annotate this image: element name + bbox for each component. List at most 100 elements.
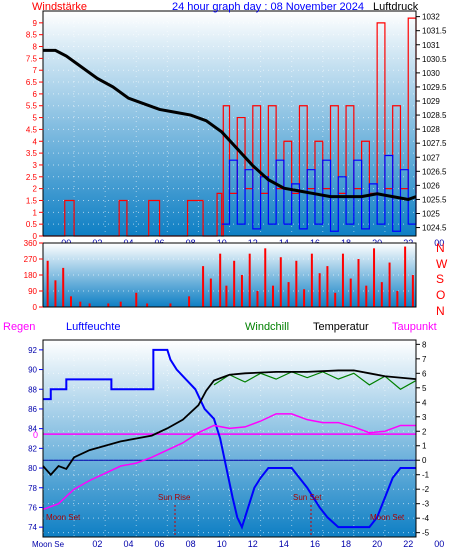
- panel1-left-tick-label: 6: [33, 90, 38, 99]
- panel1-left-tick-label: 2.5: [26, 173, 38, 182]
- panel3-x-tick-label: 22: [403, 539, 413, 549]
- panel3-left-tick-label: 86: [28, 405, 37, 414]
- panel3-right-tick-label: -4: [422, 514, 430, 523]
- panel3-right-tick-label: -5: [422, 529, 430, 538]
- panel3-x-tick-label: 18: [341, 539, 351, 549]
- panel1-x-tick-label: 00: [434, 238, 444, 248]
- panel3-x-tick-label: 20: [372, 539, 382, 549]
- panel3-x-tick-label: 06: [155, 539, 165, 549]
- direction-label-s: S: [436, 272, 444, 286]
- wind-gust-series: [221, 154, 417, 232]
- panel1-left-tick-label: 3: [33, 161, 38, 170]
- panel1-left-tick-label: 7: [33, 66, 38, 75]
- panel1-right-tick-label: 1026: [422, 181, 440, 190]
- direction-label-n-top: N: [436, 241, 445, 255]
- panel3-x-tick-label: 04: [123, 539, 133, 549]
- panel1-left-tick-label: 9: [33, 19, 38, 28]
- panel2-left-tick-label: 360: [24, 239, 38, 248]
- panel3-x-tick-label: 10: [217, 539, 227, 549]
- panel3-left-tick-label: 76: [28, 503, 37, 512]
- panel3-right-tick-label: -2: [422, 485, 430, 494]
- panel3-right-tick-label: 2: [422, 427, 427, 436]
- legend-windchill: Windchill: [245, 321, 289, 333]
- temperature-series: [42, 369, 417, 477]
- panel1-left-tick-label: 0.5: [26, 220, 38, 229]
- panel3-right-tick-label: 3: [422, 413, 427, 422]
- panel3-series: [42, 348, 417, 530]
- panel1-right-tick-label: 1029: [422, 97, 440, 106]
- panel3-x-tick-label: 14: [279, 539, 289, 549]
- panel3-right-tick-label: 7: [422, 355, 427, 364]
- panel3-left-tick-label: 92: [28, 346, 37, 355]
- panel3-left-tick-label: 84: [28, 425, 37, 434]
- windchill-series: [213, 371, 417, 390]
- moon-set-label-2: Moon Set: [370, 513, 405, 522]
- panel1-left-tick-label: 2: [33, 185, 38, 194]
- panel1-right-tick-label: 1028: [422, 125, 440, 134]
- panel1-left-tick-label: 6.5: [26, 78, 38, 87]
- panel1-right-tick-label: 1025.5: [422, 195, 447, 204]
- panel3-x-tick-label: 02: [92, 539, 102, 549]
- panel3-right-tick-label: 6: [422, 369, 427, 378]
- direction-label-w: W: [436, 257, 448, 271]
- panel3-right-tick-label: -1: [422, 471, 430, 480]
- direction-label-n-bottom: N: [436, 304, 445, 318]
- panel1-right-tick-label: 1032: [422, 13, 440, 22]
- panel1-right-tick-label: 1025: [422, 210, 440, 219]
- direction-label-o: O: [436, 288, 445, 302]
- panel3-x-tick-label: 08: [186, 539, 196, 549]
- panel3-x-tick-label: 00: [434, 539, 444, 549]
- panel3-frame: [42, 339, 417, 538]
- panel1-left-tick-label: 0: [33, 232, 38, 241]
- panel3-right-tick-label: 8: [422, 340, 427, 349]
- panel1-right-tick-label: 1027: [422, 153, 440, 162]
- panel1-left-tick-label: 8.5: [26, 31, 38, 40]
- panel1-left-tick-label: 7.5: [26, 54, 38, 63]
- panel3-left-tick-label: 90: [28, 366, 37, 375]
- panel3-left-tick-label: 88: [28, 385, 37, 394]
- panel3-right-tick-label: 4: [422, 398, 427, 407]
- panel1-right-tick-label: 1024.5: [422, 224, 447, 233]
- panel3-right-tick-label: 1: [422, 442, 427, 451]
- panel3-right-tick-label: 5: [422, 384, 427, 393]
- sun-set-label: Sun Set: [293, 493, 322, 502]
- panel3-left-tick-label: 80: [28, 464, 37, 473]
- panel2-series: [46, 246, 414, 307]
- panel1-right-tick-label: 1030: [422, 69, 440, 78]
- pressure-series: [43, 48, 417, 201]
- panel1-left-tick-label: 5.5: [26, 102, 38, 111]
- dewpoint-series: [42, 413, 416, 511]
- panel2-left-tick-label: 180: [24, 271, 38, 280]
- panel1-left-tick-label: 3.5: [26, 149, 38, 158]
- panel1-frame: [42, 10, 417, 237]
- panel3-left-tick-label: 82: [28, 444, 37, 453]
- panel1-right-tick-label: 1026.5: [422, 167, 447, 176]
- legend-dewpoint: Taupunkt: [392, 321, 437, 333]
- panel1-left-tick-label: 5: [33, 114, 38, 123]
- sun-rise-label: Sun Rise: [158, 493, 191, 502]
- panel-temperature-humidity: [43, 340, 416, 537]
- header-title: 24 hour graph day : 08 November 2024: [172, 1, 364, 13]
- panel3-axis-ticks: 74767880828486889092-5-4-3-2-10123456780…: [28, 340, 444, 549]
- panel3-right-tick-label: 0: [422, 456, 427, 465]
- panel1-right-tick-label: 1031: [422, 41, 440, 50]
- panel1-right-tick-label: 1028.5: [422, 111, 447, 120]
- panel3-right-tick-label: -3: [422, 500, 430, 509]
- panel2-left-tick-label: 0: [33, 303, 38, 312]
- panel2-left-tick-label: 90: [28, 287, 37, 296]
- panel2-axis-ticks: 0 90 180 270 360: [24, 239, 43, 312]
- panel1-right-tick-label: 1029.5: [422, 83, 447, 92]
- panel3-left-tick-label: 78: [28, 484, 37, 493]
- panel1-left-tick-label: 4: [33, 137, 38, 146]
- humidity-series: [43, 348, 416, 530]
- panel1-left-tick-label: 1.5: [26, 196, 38, 205]
- panel1-left-tick-label: 8: [33, 43, 38, 52]
- panel1-right-tick-label: 1027.5: [422, 139, 447, 148]
- panel1-left-tick-label: 1: [33, 208, 38, 217]
- panel1-right-tick-label: 1030.5: [422, 55, 447, 64]
- legend-temperature: Temperatur: [313, 321, 369, 333]
- moon-set-label-1: Moon Set: [46, 513, 81, 522]
- panel2-left-tick-label: 270: [24, 255, 38, 264]
- panel3-x-tick-label: 12: [248, 539, 258, 549]
